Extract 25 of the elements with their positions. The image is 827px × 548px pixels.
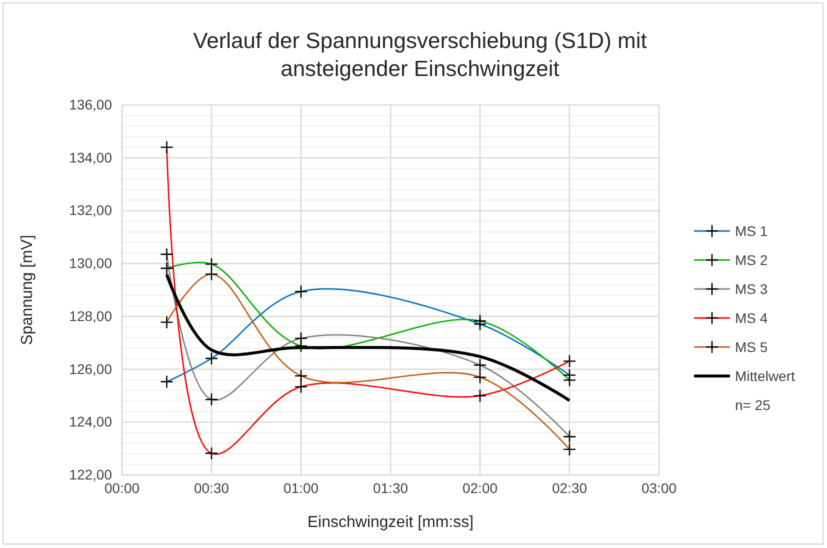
x-tick-label: 02:00 xyxy=(462,480,498,496)
y-tick-label: 126,00 xyxy=(69,360,112,377)
y-tick-label: 136,00 xyxy=(69,96,112,112)
y-tick-label: 132,00 xyxy=(69,202,112,218)
legend-label: Mittelwert xyxy=(735,368,796,384)
chart-title: Verlauf der Spannungsverschiebung (S1D) mit ansteigender Einschwingzeit xyxy=(193,28,647,81)
x-tick-label: 00:30 xyxy=(194,480,230,496)
x-tick-label: 00:00 xyxy=(104,480,140,496)
y-tick-label: 122,00 xyxy=(69,466,112,482)
y-tick-label: 130,00 xyxy=(69,255,112,272)
text: n= 25 xyxy=(735,397,771,413)
y-tick-label: 128,00 xyxy=(69,308,112,324)
x-tick-label: 02:30 xyxy=(552,480,588,496)
x-tick-label: 01:30 xyxy=(372,480,408,496)
y-tick-label: 124,00 xyxy=(69,414,112,430)
legend-label: MS 4 xyxy=(735,310,768,326)
legend-label: MS 5 xyxy=(735,339,768,355)
legend-label: MS 1 xyxy=(735,223,768,239)
legend-label: MS 3 xyxy=(735,281,768,297)
y-axis-title: Spannung [mV] xyxy=(19,234,36,346)
x-tick-label: 03:00 xyxy=(641,480,677,496)
y-tick-label: 134,00 xyxy=(69,149,112,166)
legend-label: MS 2 xyxy=(735,252,768,268)
x-axis-title: Einschwingzeit [mm:ss] xyxy=(307,514,474,531)
x-tick-label: 01:00 xyxy=(283,480,319,496)
